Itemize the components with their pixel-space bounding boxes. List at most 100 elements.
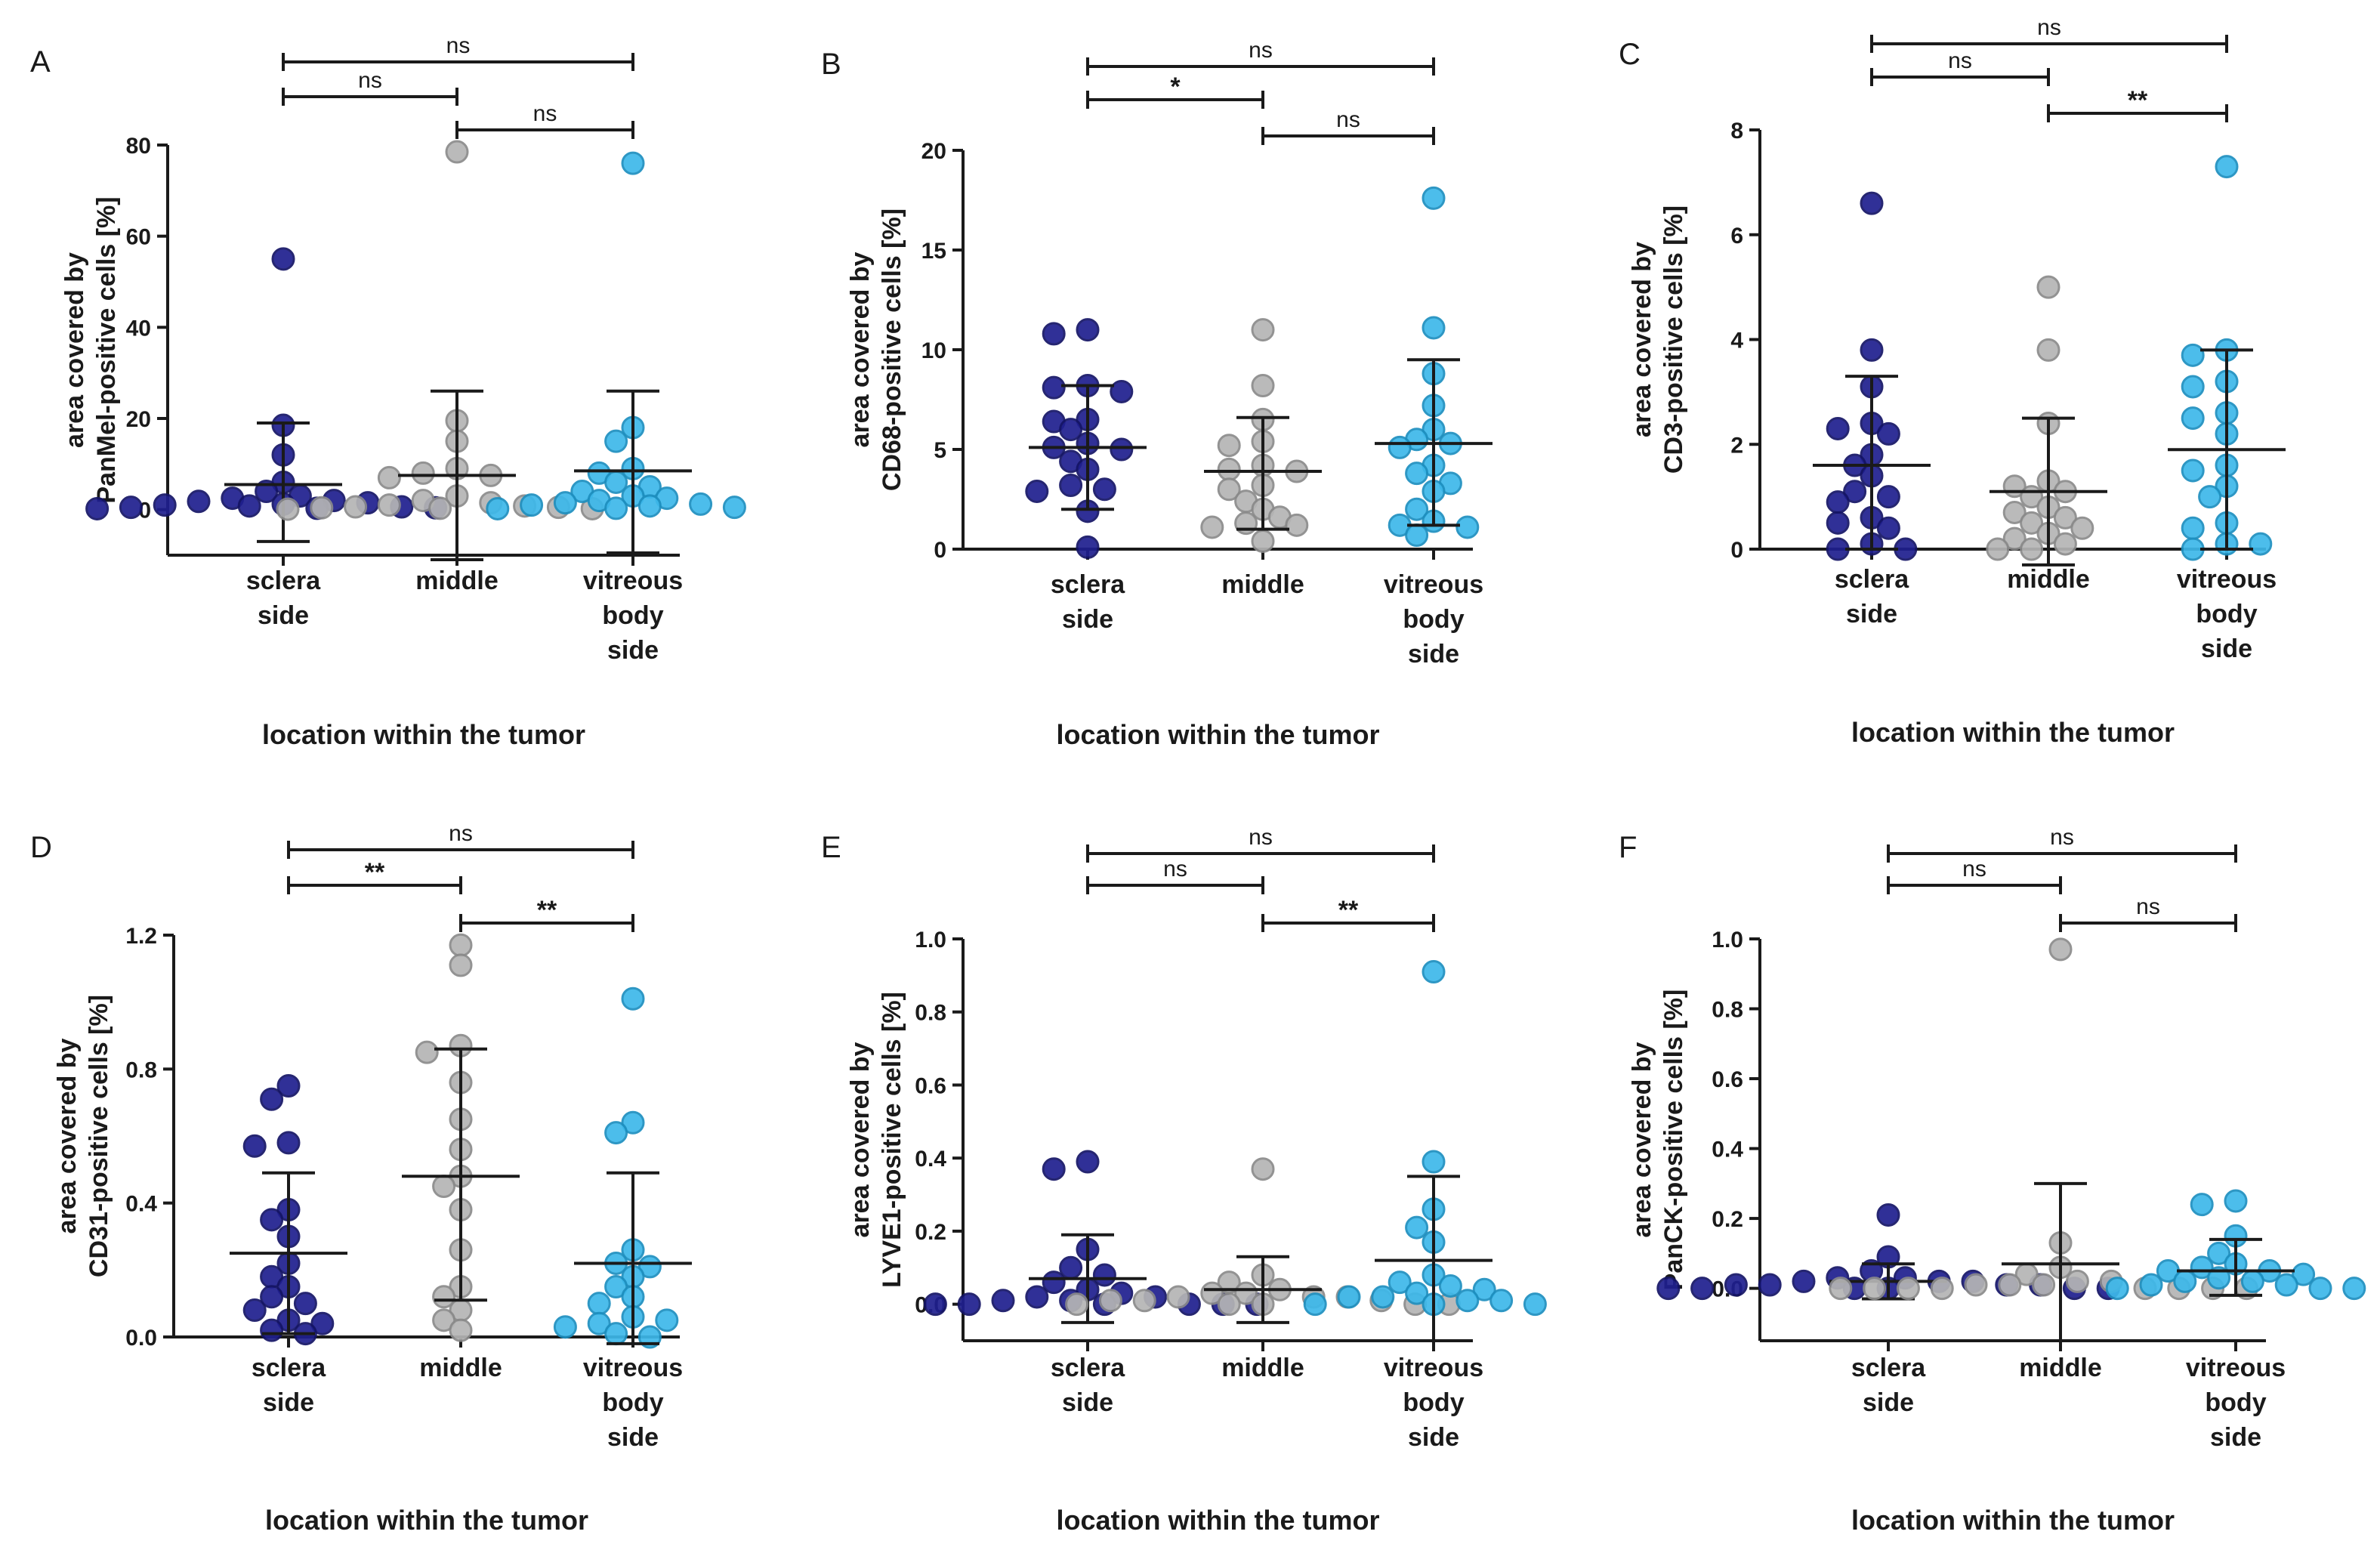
data-point — [2053, 532, 2077, 556]
data-point — [604, 496, 628, 520]
data-point — [1438, 1274, 1462, 1298]
data-point — [1059, 474, 1083, 498]
data-point — [1025, 479, 1049, 503]
data-point — [2032, 1273, 2056, 1297]
data-point — [2181, 458, 2205, 483]
data-point — [1876, 421, 1900, 446]
data-point — [1860, 191, 1884, 215]
data-point — [1076, 1150, 1100, 1174]
panel-b: B 0 5 10 15 20 sclera side middle vitreous body sid… — [821, 38, 1493, 750]
panel-c: C 0 2 4 6 8 sclera side middle vitreous body side ar… — [1619, 15, 2286, 748]
data-point — [449, 1318, 473, 1342]
y-tick-label: 1.2 — [125, 924, 157, 949]
y-tick-label: 60 — [126, 225, 151, 250]
data-point — [2020, 537, 2044, 561]
data-point — [957, 1292, 981, 1317]
data-point — [1200, 515, 1224, 539]
data-point — [923, 1292, 947, 1317]
y-tick-label: 0.2 — [1712, 1207, 1743, 1232]
data-point — [1876, 485, 1900, 509]
data-point — [1388, 435, 1412, 459]
data-point — [377, 493, 401, 517]
data-point — [242, 1134, 267, 1158]
data-point — [2190, 1193, 2214, 1217]
data-point — [432, 1175, 456, 1198]
data-point — [271, 247, 295, 271]
data-point — [1826, 511, 1850, 535]
data-point — [1826, 416, 1850, 440]
data-point — [1025, 1285, 1049, 1309]
data-point — [1843, 480, 1867, 504]
data-point — [293, 1292, 317, 1316]
data-point — [2048, 937, 2073, 962]
y-tick-label: 20 — [126, 407, 151, 432]
data-point — [637, 1255, 662, 1279]
data-point — [187, 489, 211, 514]
data-point — [1303, 1292, 1327, 1317]
y-tick-label: 0.8 — [1712, 998, 1743, 1023]
panel-letter: A — [30, 45, 51, 79]
y-tick-label: 0 — [934, 538, 946, 563]
sig-label: ** — [2128, 86, 2148, 115]
data-point — [587, 1311, 611, 1335]
panel-letter: D — [30, 831, 52, 864]
data-point — [604, 1121, 628, 1145]
data-point — [553, 1315, 577, 1339]
data-point — [1758, 1273, 1782, 1297]
data-point — [1200, 1281, 1224, 1305]
x-category-label: body — [2196, 600, 2257, 628]
data-point — [1860, 338, 1884, 362]
data-point — [1166, 1285, 1190, 1309]
sig-label: ns — [2050, 825, 2074, 850]
data-point — [1076, 318, 1100, 342]
x-category-label: middle — [415, 567, 499, 595]
data-point — [1829, 1277, 1853, 1301]
data-point — [1110, 437, 1134, 462]
x-category-label: side — [607, 636, 659, 665]
data-point — [2308, 1277, 2332, 1301]
data-point — [310, 496, 334, 520]
data-point — [689, 492, 713, 516]
y-tick-label: 40 — [126, 316, 151, 341]
x-category-label: side — [607, 1423, 659, 1452]
sig-label: ns — [446, 33, 471, 58]
data-point — [1388, 1270, 1412, 1295]
data-point — [1523, 1292, 1547, 1317]
data-point — [445, 140, 469, 164]
data-point — [2053, 505, 2077, 530]
x-category-label: middle — [2007, 565, 2090, 594]
data-point — [242, 1298, 267, 1323]
data-point — [486, 496, 510, 520]
y-tick-label: 1.0 — [915, 928, 946, 952]
data-point — [1792, 1269, 1816, 1293]
data-point — [1422, 186, 1446, 210]
data-point — [621, 1110, 645, 1135]
x-category-label: vitreous — [1384, 1354, 1483, 1382]
x-category-label: sclera — [1051, 570, 1125, 599]
y-tick-label: 0.6 — [915, 1073, 946, 1098]
x-category-label: side — [1846, 600, 1897, 628]
data-point — [1251, 374, 1275, 398]
x-category-label: body — [2205, 1388, 2266, 1417]
data-point — [237, 494, 261, 518]
x-axis-label: location within the tumor — [1057, 1505, 1380, 1536]
x-category-label: middle — [1221, 1354, 1304, 1382]
data-point — [991, 1289, 1015, 1313]
data-point — [2249, 532, 2273, 556]
data-point — [1337, 1285, 1361, 1309]
x-category-label: vitreous — [2186, 1354, 2286, 1382]
x-category-label: vitreous — [583, 1354, 683, 1382]
data-point — [604, 1322, 628, 1346]
x-category-label: sclera — [1835, 565, 1909, 594]
data-point — [2181, 375, 2205, 399]
data-point — [449, 933, 473, 957]
data-point — [1110, 379, 1134, 403]
y-axis-label: area covered by CD31-positive cells [%] — [53, 995, 113, 1277]
data-point — [153, 493, 177, 517]
data-point — [2215, 155, 2239, 179]
sig-label: ns — [1163, 857, 1187, 881]
data-point — [1405, 523, 1429, 548]
data-point — [604, 1275, 628, 1298]
data-point — [2036, 275, 2061, 299]
